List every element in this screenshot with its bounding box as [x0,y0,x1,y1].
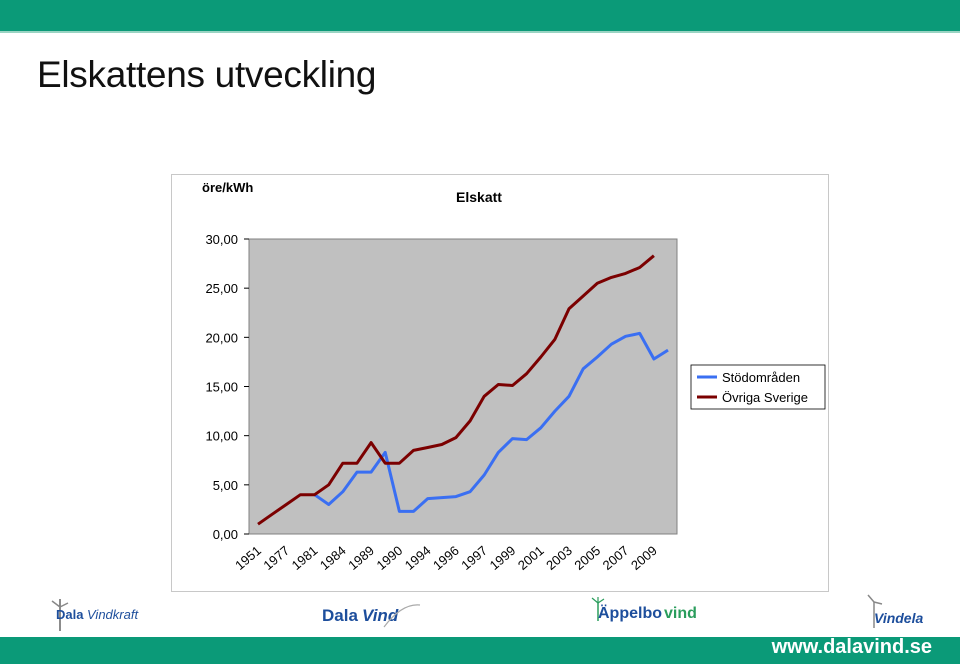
y-tick-label: 10,00 [205,429,238,444]
legend-label-0: Stödområden [722,370,800,385]
vindela-logo-text: Vindela [874,610,924,626]
x-tick-label: 2009 [628,543,660,573]
y-tick-label: 15,00 [205,380,238,395]
x-tick-label: 2005 [571,543,603,573]
top-band [0,0,960,31]
y-tick-label: 25,00 [205,281,238,296]
chart-title: Elskatt [456,189,502,205]
wind-turbine-icon [591,597,605,621]
y-tick-label: 0,00 [213,527,238,542]
appelbovind-logo-main: Äppelbo [598,605,662,622]
y-tick-label: 20,00 [205,330,238,345]
dalavind-logo: Dala Vind [322,601,421,631]
bottom-band [0,637,960,664]
vindela-logo: Vindela [862,594,928,634]
website-url[interactable]: www.dalavind.se [771,636,932,658]
plot-area [248,238,678,535]
x-tick-label: 1981 [289,543,321,573]
series-line-0 [313,331,669,513]
y-tick-label: 30,00 [205,232,238,247]
page-title: Elskattens utveckling [37,54,377,95]
elskatt-chart: Elskatt öre/kWh 0,00 5,00 10,00 15,00 20,00 25,… [202,180,826,573]
x-tick-label: 1997 [458,543,490,573]
dalavindkraft-logo-sub: Vindkraft [87,607,139,622]
series-line-1 [257,254,655,526]
x-tick-label: 2007 [600,543,632,573]
wind-swoosh-icon [383,604,421,628]
legend-box [690,364,826,410]
x-tick-label: 1989 [345,543,377,573]
legend-label-1: Övriga Sverige [722,390,808,405]
x-tick-label: 1984 [317,543,349,573]
x-tick-label: 1951 [232,543,264,573]
y-tick-label: 5,00 [213,478,238,493]
x-tick-label: 1999 [487,543,519,573]
y-axis-label: öre/kWh [202,180,253,195]
x-tick-label: 1994 [402,543,434,573]
x-tick-label: 1990 [374,543,406,573]
top-band-line [0,31,960,33]
chart-frame: Elskatt öre/kWh 0,00 5,00 10,00 15,00 20,00 25,… [171,174,829,592]
wind-turbine-icon [867,594,883,628]
x-tick-label: 1996 [430,543,462,573]
dalavind-logo-main: Dala [322,606,358,625]
appelbovind-logo: Äppelbo vind [588,597,697,633]
dalavindkraft-logo: Dala Vindkraft [50,597,155,633]
dalavindkraft-logo-main: Dala [56,607,84,622]
x-tick-label: 1977 [260,543,292,573]
wind-turbine-icon [51,599,69,631]
x-tick-label: 2001 [515,543,547,573]
x-tick-label: 2003 [543,543,575,573]
appelbovind-logo-sub: vind [664,605,697,622]
